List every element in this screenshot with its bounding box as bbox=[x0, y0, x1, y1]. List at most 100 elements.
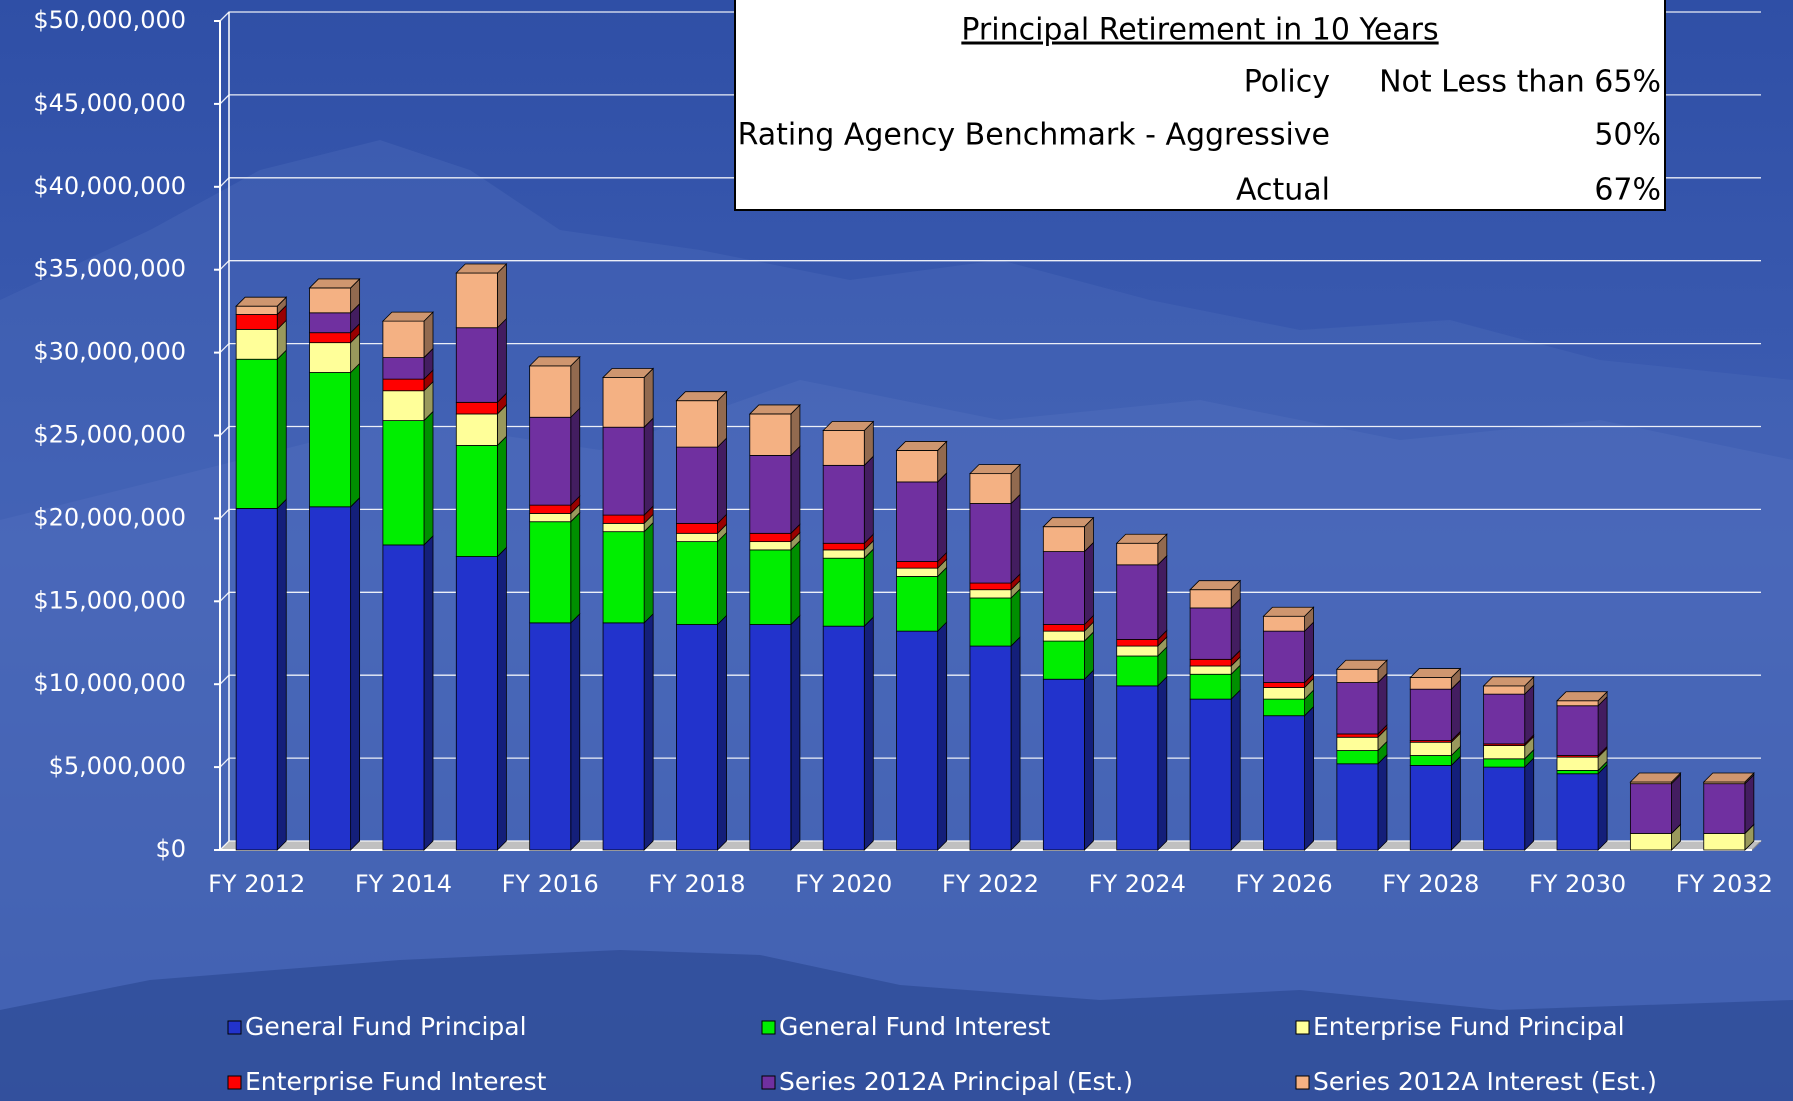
bar-top bbox=[1629, 772, 1682, 783]
bar-side bbox=[423, 534, 434, 851]
bar-segment bbox=[749, 454, 792, 534]
bar-segment bbox=[1263, 687, 1305, 700]
bar-segment bbox=[1042, 630, 1085, 642]
legend-swatch bbox=[761, 1075, 776, 1090]
bar-top bbox=[1482, 676, 1535, 687]
bar-segment bbox=[822, 542, 865, 551]
bar-side bbox=[423, 410, 434, 546]
bar-segment bbox=[676, 522, 718, 534]
bar-segment bbox=[602, 377, 645, 428]
bar-segment bbox=[969, 645, 1012, 851]
bar-segment bbox=[1409, 741, 1452, 756]
bar-segment bbox=[1556, 770, 1599, 775]
bar-segment bbox=[382, 420, 425, 546]
y-tick-label: $25,000,000 bbox=[33, 421, 186, 449]
grid-line bbox=[219, 674, 1761, 685]
bar-segment bbox=[1336, 750, 1379, 765]
x-tick-label: FY 2028 bbox=[1382, 870, 1479, 898]
bar-top bbox=[1189, 580, 1242, 591]
bar-side bbox=[496, 317, 507, 404]
y-tick-label: $50,000,000 bbox=[33, 6, 186, 34]
bar-side bbox=[717, 614, 727, 851]
y-tick-label: $10,000,000 bbox=[33, 669, 186, 697]
bar-segment bbox=[1336, 736, 1379, 751]
bar-segment bbox=[1189, 698, 1232, 851]
table-title: Principal Retirement in 10 Years bbox=[961, 13, 1438, 48]
bar-side bbox=[643, 367, 654, 429]
bar-segment bbox=[749, 541, 792, 551]
bar-segment bbox=[1189, 589, 1232, 609]
bar-segment bbox=[822, 464, 865, 544]
bar-segment bbox=[382, 357, 425, 380]
bar-segment bbox=[235, 314, 278, 330]
bar-segment bbox=[1629, 783, 1672, 834]
bar-segment bbox=[602, 514, 645, 524]
bar-segment bbox=[602, 622, 645, 851]
bar-top bbox=[895, 441, 948, 451]
info-table: Principal Retirement in 10 Years Policy … bbox=[734, 0, 1666, 211]
bar-side bbox=[1157, 675, 1168, 851]
bar-segment bbox=[1263, 615, 1305, 632]
bar-segment bbox=[749, 624, 792, 851]
bar-segment bbox=[1556, 700, 1599, 707]
bar-side bbox=[863, 616, 874, 851]
bar-segment bbox=[1116, 639, 1159, 647]
x-tick-label: FY 2026 bbox=[1235, 870, 1332, 898]
bar-segment bbox=[896, 576, 939, 632]
bar-segment bbox=[529, 622, 572, 851]
legend-label: General Fund Interest bbox=[779, 1012, 1051, 1041]
bar-segment bbox=[1189, 658, 1232, 667]
bar-segment bbox=[1556, 756, 1599, 771]
bar-side bbox=[1450, 679, 1461, 742]
bar-side bbox=[1230, 689, 1241, 851]
bar-segment bbox=[602, 522, 645, 533]
bar-segment bbox=[1703, 783, 1746, 834]
bar-segment bbox=[969, 597, 1012, 647]
bar-top bbox=[1409, 668, 1462, 678]
bar-segment bbox=[1116, 685, 1159, 851]
legend-label: Series 2012A Principal (Est.) bbox=[779, 1067, 1133, 1096]
bar-segment bbox=[529, 521, 572, 624]
bar-segment bbox=[1409, 677, 1452, 690]
bar-side bbox=[643, 612, 654, 851]
bar-segment bbox=[235, 508, 278, 851]
grid-line bbox=[219, 591, 1761, 602]
bar-segment bbox=[455, 272, 498, 329]
bar-segment bbox=[1042, 678, 1085, 851]
bar-top bbox=[602, 368, 655, 378]
bar-side bbox=[1524, 684, 1535, 745]
bar-segment bbox=[969, 473, 1012, 504]
bar-segment bbox=[309, 312, 352, 334]
legend-swatch bbox=[1295, 1020, 1310, 1035]
bar-segment bbox=[309, 332, 352, 344]
x-tick-label: FY 2030 bbox=[1529, 870, 1626, 898]
bar-side bbox=[1230, 597, 1241, 661]
x-tick-label: FY 2016 bbox=[502, 870, 599, 898]
bar-top bbox=[528, 356, 581, 367]
bar-segment bbox=[676, 624, 718, 851]
grid-line bbox=[219, 508, 1761, 519]
bar-top bbox=[1262, 606, 1315, 617]
y-tick-label: $45,000,000 bbox=[33, 89, 186, 117]
bar-top bbox=[235, 296, 288, 307]
bar-side bbox=[1084, 541, 1094, 626]
bar-segment bbox=[455, 556, 498, 851]
bar-segment bbox=[382, 320, 425, 358]
bar-top bbox=[822, 421, 875, 431]
bar-segment bbox=[1042, 640, 1085, 680]
bar-side bbox=[1010, 588, 1021, 648]
y-tick-label: $5,000,000 bbox=[49, 752, 186, 780]
bar-segment bbox=[382, 390, 425, 421]
grid-line bbox=[219, 840, 1761, 851]
bar-segment bbox=[1189, 673, 1232, 700]
grid-line bbox=[219, 757, 1761, 768]
bar-segment bbox=[529, 416, 572, 506]
bar-segment bbox=[749, 532, 792, 543]
table-label: Rating Agency Benchmark - Aggressive bbox=[738, 118, 1330, 153]
bar-segment bbox=[1629, 833, 1672, 851]
bar-side bbox=[937, 566, 948, 633]
bar-segment bbox=[455, 327, 498, 403]
y-tick-label: $30,000,000 bbox=[33, 338, 186, 366]
bar-segment bbox=[1336, 763, 1379, 851]
bar-side bbox=[496, 546, 507, 851]
